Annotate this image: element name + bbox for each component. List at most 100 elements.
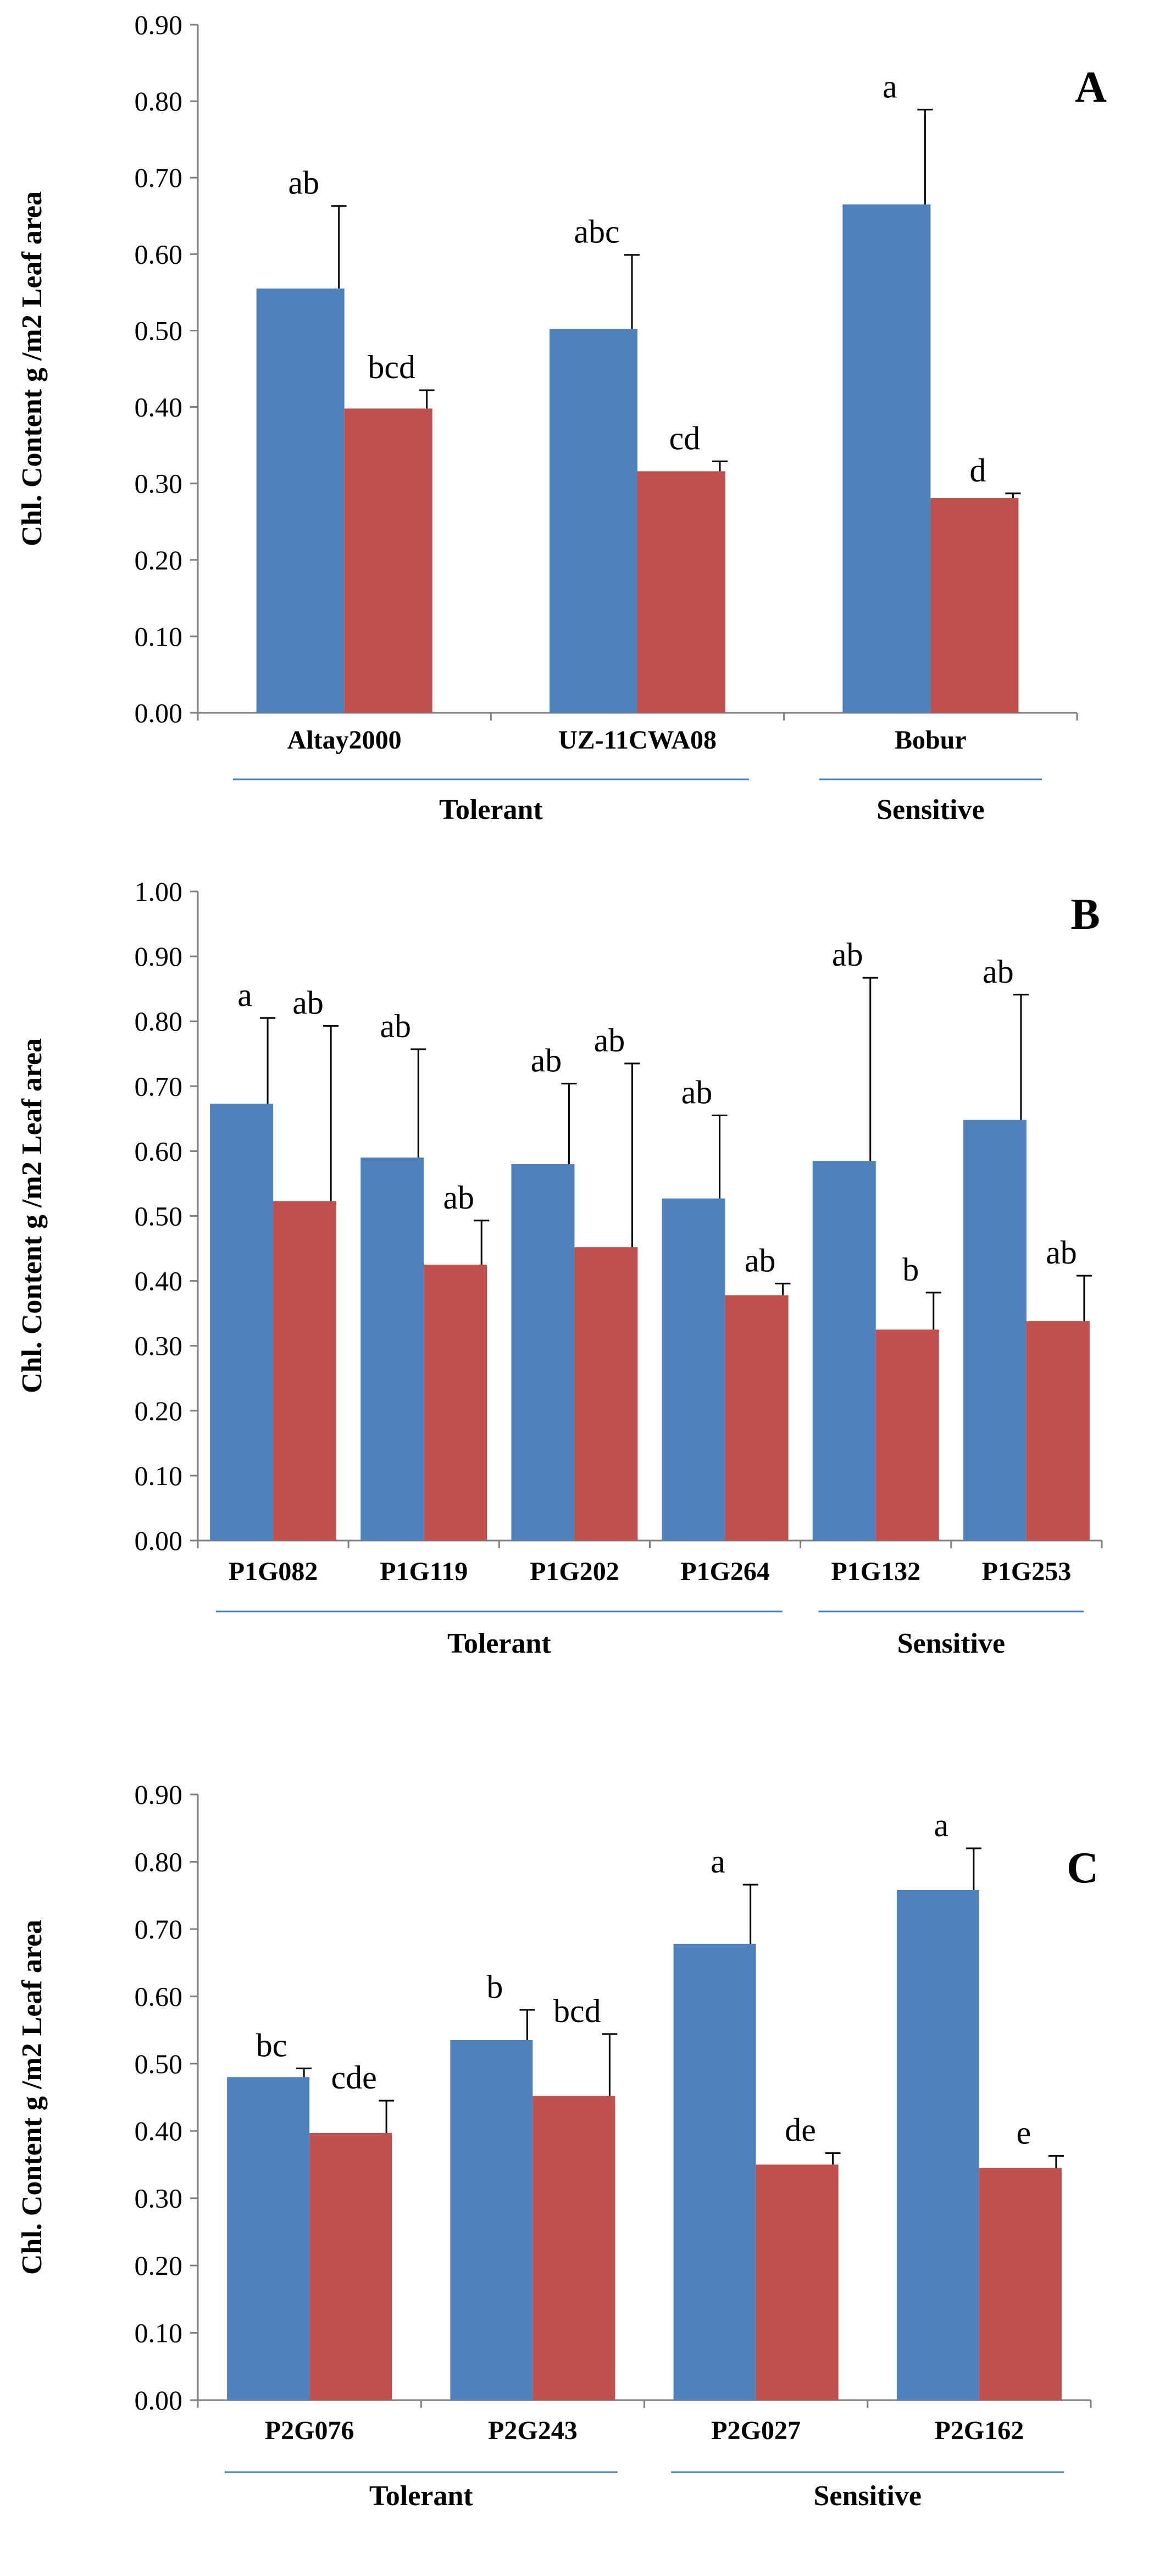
group-label: Tolerant bbox=[369, 2480, 473, 2512]
y-tick-label: 0.10 bbox=[135, 2318, 183, 2348]
significance-label: ab bbox=[288, 165, 319, 201]
significance-label: cd bbox=[669, 420, 701, 456]
significance-label: bc bbox=[256, 2027, 287, 2063]
y-tick-label: 0.90 bbox=[135, 9, 183, 40]
y-tick-label: 0.60 bbox=[135, 239, 183, 269]
bar-blue-P2G162 bbox=[896, 1890, 979, 2400]
category-label: P1G082 bbox=[229, 1557, 318, 1586]
bar-red-P1G119 bbox=[424, 1265, 487, 1541]
bar-blue-P2G243 bbox=[450, 2040, 533, 2400]
group-label: Sensitive bbox=[876, 794, 984, 826]
category-label: P1G264 bbox=[680, 1557, 770, 1586]
panel-label: A bbox=[1075, 63, 1107, 112]
significance-label: ab bbox=[832, 937, 863, 973]
y-tick-label: 0.60 bbox=[135, 1135, 183, 1166]
category-label: UZ-11CWA08 bbox=[558, 725, 717, 755]
y-tick-label: 0.30 bbox=[135, 1331, 183, 1361]
y-tick-label: 1.00 bbox=[135, 876, 183, 907]
significance-label: d bbox=[969, 452, 986, 489]
significance-label: ab bbox=[292, 984, 324, 1021]
bar-red-P2G243 bbox=[532, 2096, 615, 2400]
y-tick-label: 0.50 bbox=[135, 315, 183, 346]
y-tick-label: 0.60 bbox=[135, 1981, 183, 2012]
significance-label: ab bbox=[745, 1242, 776, 1278]
bar-red-P1G264 bbox=[725, 1295, 789, 1541]
bar-red-Altay2000 bbox=[344, 408, 432, 713]
category-label: P1G132 bbox=[831, 1557, 920, 1586]
chart-panel-a: 0.00 0.10 0.20 0.30 0.40 0.50 0.60 0.70 0.80 0.90… bbox=[16, 9, 1107, 826]
bar-red-P1G202 bbox=[574, 1247, 638, 1541]
category-label: P2G027 bbox=[711, 2416, 801, 2445]
y-tick-label: 0.70 bbox=[135, 1914, 183, 1945]
y-tick-label: 0.20 bbox=[135, 2250, 183, 2281]
bar-blue-Altay2000 bbox=[256, 288, 345, 713]
panel-label: C bbox=[1067, 1844, 1099, 1892]
significance-label: ab bbox=[380, 1008, 411, 1044]
y-axis-title: Chl. Content g /m2 Leaf area bbox=[16, 191, 48, 546]
y-tick-label: 0.70 bbox=[135, 162, 183, 193]
significance-label: ab bbox=[681, 1074, 713, 1110]
y-tick-label: 0.30 bbox=[135, 2183, 183, 2214]
y-tick-label: 0.00 bbox=[135, 2385, 183, 2416]
y-tick-label: 0.20 bbox=[135, 545, 183, 575]
y-tick-label: 0.90 bbox=[135, 941, 183, 972]
bar-blue-P1G132 bbox=[812, 1161, 876, 1541]
y-tick-label: 0.80 bbox=[135, 1006, 183, 1037]
bar-blue-P1G253 bbox=[963, 1120, 1027, 1541]
significance-label: a bbox=[711, 1843, 725, 1880]
significance-label: ab bbox=[983, 954, 1014, 990]
bar-red-P2G027 bbox=[756, 2164, 839, 2400]
bar-red-P2G162 bbox=[979, 2168, 1062, 2400]
bar-blue-P2G027 bbox=[673, 1943, 756, 2400]
bar-red-Bobur bbox=[930, 498, 1019, 713]
y-tick-label: 0.20 bbox=[135, 1395, 183, 1426]
significance-label: b bbox=[902, 1251, 919, 1288]
y-tick-label: 0.50 bbox=[135, 2048, 183, 2079]
y-tick-label: 0.10 bbox=[135, 1460, 183, 1491]
group-label: Sensitive bbox=[897, 1628, 1005, 1659]
y-tick-label: 0.00 bbox=[135, 1525, 183, 1556]
category-label: P2G243 bbox=[488, 2416, 578, 2445]
y-tick-label: 0.40 bbox=[135, 392, 183, 423]
y-tick-label: 0.10 bbox=[135, 621, 183, 652]
y-tick-label: 0.50 bbox=[135, 1201, 183, 1232]
bar-blue-P1G264 bbox=[662, 1198, 725, 1541]
chart-panel-c: 0.00 0.10 0.20 0.30 0.40 0.50 0.60 0.70 0.80 0.90… bbox=[16, 1779, 1099, 2512]
category-label: Bobur bbox=[895, 725, 967, 755]
group-label: Sensitive bbox=[814, 2480, 922, 2512]
significance-label: ab bbox=[531, 1043, 562, 1079]
category-label: P1G253 bbox=[982, 1557, 1072, 1586]
significance-label: abc bbox=[574, 214, 619, 250]
bar-blue-P1G082 bbox=[210, 1104, 274, 1541]
bar-red-P1G082 bbox=[273, 1201, 337, 1541]
bar-red-P1G253 bbox=[1026, 1321, 1090, 1541]
category-label: P1G119 bbox=[380, 1557, 468, 1586]
bar-blue-P2G076 bbox=[227, 2077, 310, 2400]
category-label: P1G202 bbox=[530, 1557, 619, 1586]
significance-label: cde bbox=[331, 2059, 376, 2096]
y-tick-label: 0.30 bbox=[135, 468, 183, 499]
panel-label: B bbox=[1070, 890, 1100, 939]
bar-blue-P1G119 bbox=[360, 1157, 424, 1541]
bar-blue-P1G202 bbox=[511, 1164, 575, 1541]
significance-label: a bbox=[883, 68, 897, 104]
significance-label: b bbox=[486, 1969, 503, 2005]
significance-label: ab bbox=[1046, 1234, 1077, 1271]
y-axis-title: Chl. Content g /m2 Leaf area bbox=[16, 1038, 48, 1393]
bar-blue-UZ-11CWA08 bbox=[550, 329, 637, 713]
y-tick-label: 0.00 bbox=[135, 697, 183, 728]
bar-red-P1G132 bbox=[875, 1329, 939, 1541]
significance-label: a bbox=[934, 1807, 949, 1843]
category-label: P2G162 bbox=[935, 2416, 1024, 2445]
group-label: Tolerant bbox=[447, 1628, 551, 1659]
y-tick-label: 0.80 bbox=[135, 1846, 183, 1877]
chart-panel-b: 0.00 0.10 0.20 0.30 0.40 0.50 0.60 0.70 0.80 0.90… bbox=[16, 876, 1103, 1659]
significance-label: e bbox=[1017, 2115, 1031, 2151]
y-tick-label: 0.40 bbox=[135, 1266, 183, 1297]
bar-red-P2G076 bbox=[309, 2132, 392, 2400]
y-tick-label: 0.90 bbox=[135, 1779, 183, 1810]
significance-label: a bbox=[237, 977, 252, 1013]
group-label: Tolerant bbox=[439, 794, 543, 826]
y-tick-label: 0.80 bbox=[135, 86, 183, 117]
significance-label: ab bbox=[443, 1179, 474, 1216]
